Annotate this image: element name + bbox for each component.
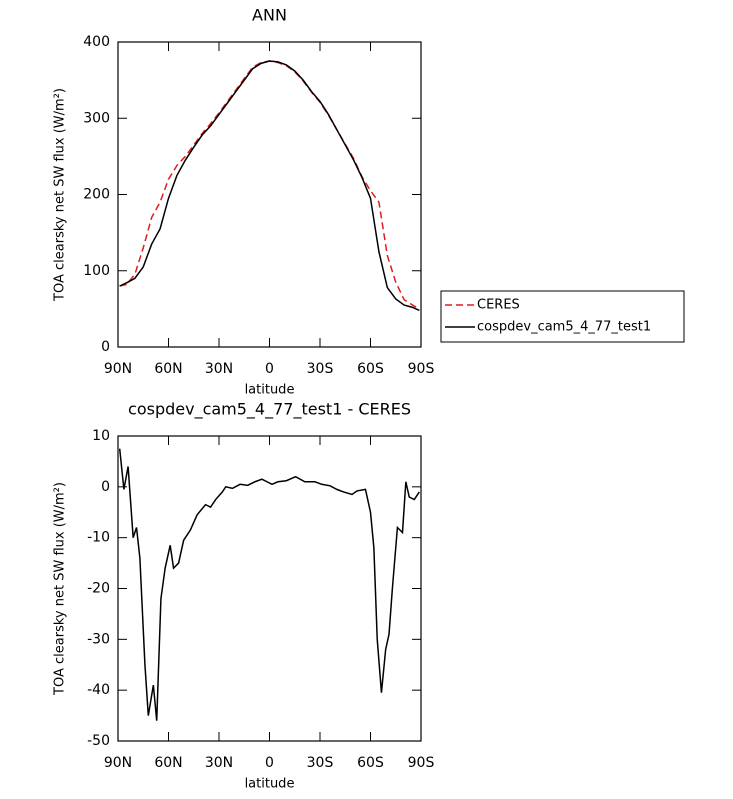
y-tick-label: 0 [101, 339, 110, 355]
y-tick-label: -40 [87, 682, 110, 698]
chart-title: ANN [252, 6, 287, 25]
legend-label: cospdev_cam5_4_77_test1 [477, 320, 651, 335]
x-tick-label: 0 [265, 361, 274, 377]
x-tick-label: 60N [154, 755, 182, 771]
x-tick-label: 30N [205, 755, 233, 771]
x-tick-label: 0 [265, 755, 274, 771]
x-tick-label: 60N [154, 361, 182, 377]
y-tick-label: 0 [101, 479, 110, 495]
x-tick-label: 30N [205, 361, 233, 377]
legend-box [440, 290, 685, 343]
data-line [119, 60, 420, 310]
x-tick-label: 60S [357, 755, 384, 771]
y-axis-label: TOA clearsky net SW flux (W/m²) [53, 88, 68, 302]
data-line [118, 448, 420, 721]
x-tick-label: 30S [307, 755, 334, 771]
y-tick-label: 10 [92, 428, 110, 444]
y-tick-label: -20 [87, 581, 110, 597]
y-tick-label: 200 [83, 187, 110, 203]
x-tick-label: 90N [104, 755, 132, 771]
y-tick-label: 400 [83, 34, 110, 50]
y-tick-label: 100 [83, 263, 110, 279]
x-axis-label: latitude [245, 777, 295, 792]
data-line [119, 60, 420, 312]
y-tick-label: 300 [83, 110, 110, 126]
plot-frame [117, 41, 422, 348]
x-tick-label: 90S [408, 755, 435, 771]
y-tick-label: -50 [87, 733, 110, 749]
x-tick-label: 90S [408, 361, 435, 377]
plot-frame [117, 435, 422, 742]
y-tick-label: -10 [87, 530, 110, 546]
y-axis-label: TOA clearsky net SW flux (W/m²) [53, 482, 68, 696]
legend-label: CERES [477, 298, 520, 313]
x-tick-label: 30S [307, 361, 334, 377]
x-tick-label: 60S [357, 361, 384, 377]
x-tick-label: 90N [104, 361, 132, 377]
chart-title: cospdev_cam5_4_77_test1 - CERES [128, 400, 411, 420]
y-tick-label: -30 [87, 631, 110, 647]
x-axis-label: latitude [245, 383, 295, 398]
